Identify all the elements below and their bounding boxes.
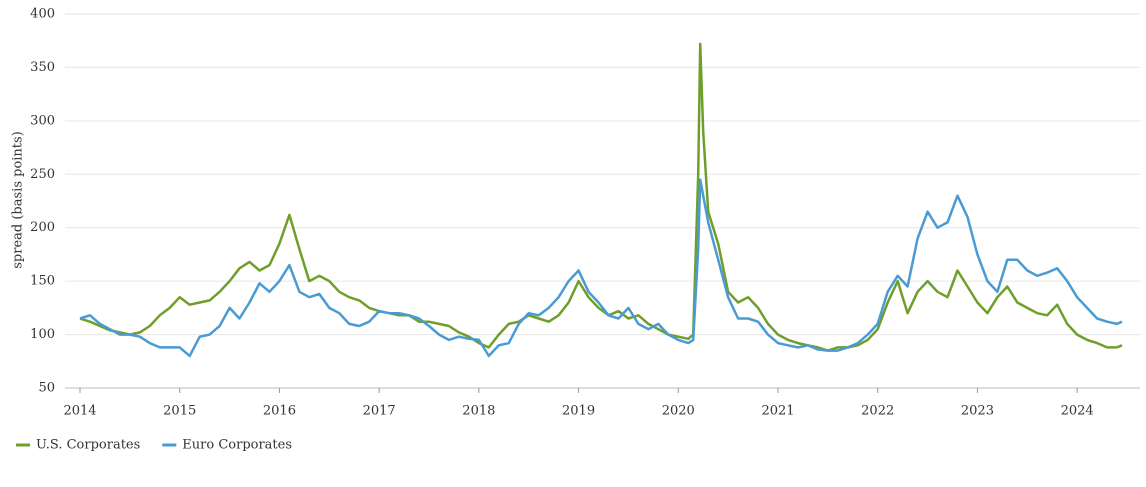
x-tick-label: 2024 (1061, 404, 1094, 419)
x-tick-label: 2018 (462, 404, 495, 419)
y-tick-label: 350 (30, 60, 55, 75)
x-tick-label: 2017 (363, 404, 396, 419)
x-tick-label: 2015 (163, 404, 196, 419)
x-tick-label: 2014 (63, 404, 96, 419)
series-line (79, 42, 1123, 352)
legend-label: U.S. Corporates (36, 438, 140, 453)
y-tick-label: 50 (38, 381, 55, 396)
x-tick-label: 2021 (761, 404, 794, 419)
legend-label: Euro Corporates (182, 438, 292, 453)
y-tick-label: 300 (30, 113, 55, 128)
x-tick-label: 2019 (562, 404, 595, 419)
y-tick-label: 250 (30, 167, 55, 182)
x-tick-label: 2022 (861, 404, 894, 419)
y-tick-label: 200 (30, 220, 55, 235)
x-tick-label: 2023 (961, 404, 994, 419)
y-axis-label: spread (basis points) (11, 131, 26, 269)
series-line (79, 178, 1123, 358)
y-tick-label: 100 (30, 327, 55, 342)
x-tick-label: 2016 (263, 404, 296, 419)
y-tick-label: 150 (30, 274, 55, 289)
y-tick-label: 400 (30, 7, 55, 22)
x-tick-label: 2020 (662, 404, 695, 419)
